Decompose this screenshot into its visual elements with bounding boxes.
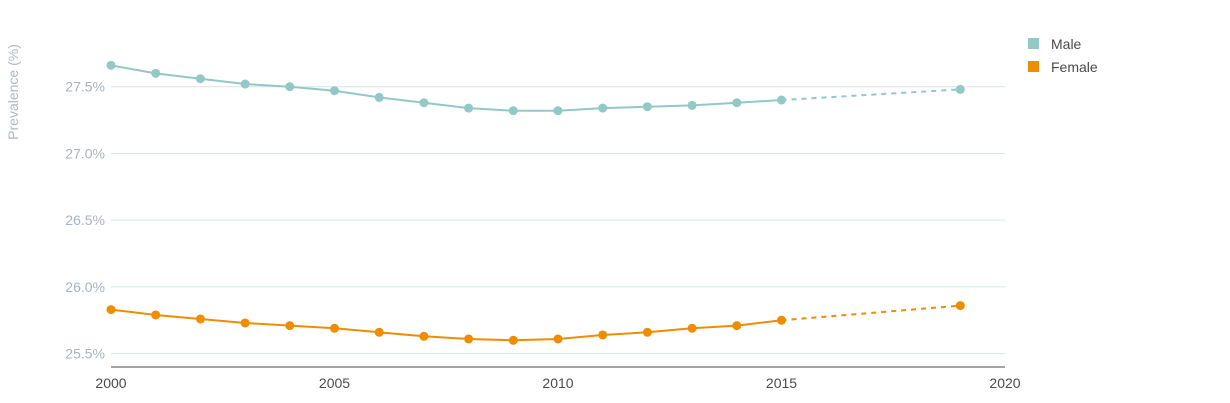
data-point[interactable] — [374, 327, 384, 337]
data-point[interactable] — [687, 323, 697, 333]
y-axis-ticks: 25.5% 26.0% 26.5% 27.0% 27.5% — [65, 79, 105, 362]
legend-item-male[interactable]: Male — [1028, 32, 1098, 55]
series-line — [110, 64, 782, 112]
x-tick-label: 2010 — [542, 375, 573, 391]
series-male — [106, 60, 965, 116]
series-layer — [106, 60, 965, 345]
data-point[interactable] — [464, 103, 474, 113]
series-female — [106, 301, 965, 345]
data-point[interactable] — [285, 82, 295, 92]
legend-swatch-female — [1028, 61, 1039, 72]
series-line — [110, 308, 782, 342]
data-point[interactable] — [553, 106, 563, 116]
y-tick-label: 27.0% — [65, 145, 105, 161]
legend-item-female[interactable]: Female — [1028, 55, 1098, 78]
data-point[interactable] — [955, 84, 965, 94]
data-point[interactable] — [777, 95, 786, 105]
data-point[interactable] — [553, 334, 563, 344]
y-tick-label: 26.5% — [65, 212, 105, 228]
y-axis-label: Prevalence (%) — [5, 44, 21, 140]
x-axis-ticks: 2000 2005 2010 2015 2020 — [95, 375, 1020, 391]
data-point[interactable] — [195, 74, 205, 84]
y-tick-label: 26.0% — [65, 279, 105, 295]
data-point[interactable] — [151, 68, 161, 78]
data-point[interactable] — [732, 321, 742, 331]
data-point[interactable] — [106, 305, 116, 315]
data-point[interactable] — [419, 331, 429, 341]
data-point[interactable] — [419, 98, 429, 108]
x-tick-label: 2000 — [95, 375, 126, 391]
data-point[interactable] — [508, 106, 518, 116]
data-point[interactable] — [374, 92, 384, 102]
x-tick-label: 2015 — [766, 375, 797, 391]
data-point[interactable] — [732, 98, 742, 108]
x-tick-label: 2005 — [319, 375, 350, 391]
data-point[interactable] — [240, 79, 250, 89]
data-point[interactable] — [687, 100, 697, 110]
gridlines — [111, 86, 1005, 368]
data-point[interactable] — [598, 330, 608, 340]
data-point[interactable] — [777, 315, 786, 325]
data-point[interactable] — [598, 103, 608, 113]
legend-label-female: Female — [1051, 58, 1098, 75]
x-tick-label: 2020 — [989, 375, 1020, 391]
data-point[interactable] — [195, 314, 205, 324]
data-point[interactable] — [642, 102, 652, 112]
y-tick-label: 27.5% — [65, 79, 105, 95]
data-point[interactable] — [330, 323, 339, 333]
data-point[interactable] — [285, 321, 295, 331]
data-point[interactable] — [508, 335, 518, 345]
legend-swatch-male — [1028, 38, 1039, 49]
data-point[interactable] — [330, 86, 339, 96]
y-tick-label: 25.5% — [65, 346, 105, 362]
legend-label-male: Male — [1051, 35, 1082, 52]
data-point[interactable] — [955, 301, 965, 311]
data-point[interactable] — [464, 334, 474, 344]
data-point[interactable] — [642, 327, 652, 337]
series-projection-line — [781, 88, 961, 102]
data-point[interactable] — [240, 318, 250, 328]
legend: Male Female — [1028, 32, 1098, 78]
series-projection-line — [781, 304, 961, 322]
data-point[interactable] — [106, 60, 116, 70]
data-point[interactable] — [151, 310, 161, 320]
